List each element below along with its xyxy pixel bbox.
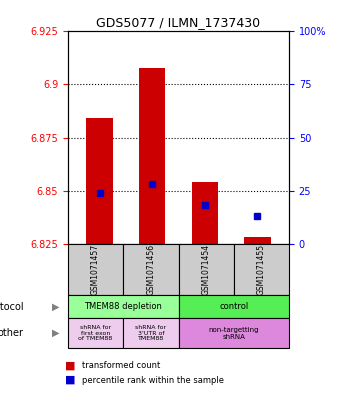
Text: protocol: protocol (0, 301, 24, 312)
Text: other: other (0, 328, 24, 338)
Text: shRNA for
3'UTR of
TMEM88: shRNA for 3'UTR of TMEM88 (135, 325, 167, 342)
Text: GSM1071454: GSM1071454 (202, 244, 210, 295)
Text: GSM1071457: GSM1071457 (91, 244, 100, 295)
Text: ■: ■ (65, 375, 75, 385)
Title: GDS5077 / ILMN_1737430: GDS5077 / ILMN_1737430 (97, 16, 260, 29)
Text: shRNA for
first exon
of TMEM88: shRNA for first exon of TMEM88 (79, 325, 113, 342)
Text: TMEM88 depletion: TMEM88 depletion (84, 302, 162, 311)
Bar (244, 237, 271, 244)
Text: transformed count: transformed count (82, 361, 160, 370)
Text: ▶: ▶ (52, 301, 60, 312)
Text: ■: ■ (65, 360, 75, 371)
Bar (139, 68, 165, 244)
Text: GSM1071456: GSM1071456 (147, 244, 155, 295)
Text: non-targetting
shRNA: non-targetting shRNA (208, 327, 259, 340)
Text: ▶: ▶ (52, 328, 60, 338)
Bar (86, 118, 113, 244)
Text: percentile rank within the sample: percentile rank within the sample (82, 376, 224, 384)
Bar (192, 182, 218, 244)
Text: control: control (219, 302, 249, 311)
Text: GSM1071455: GSM1071455 (257, 244, 266, 295)
